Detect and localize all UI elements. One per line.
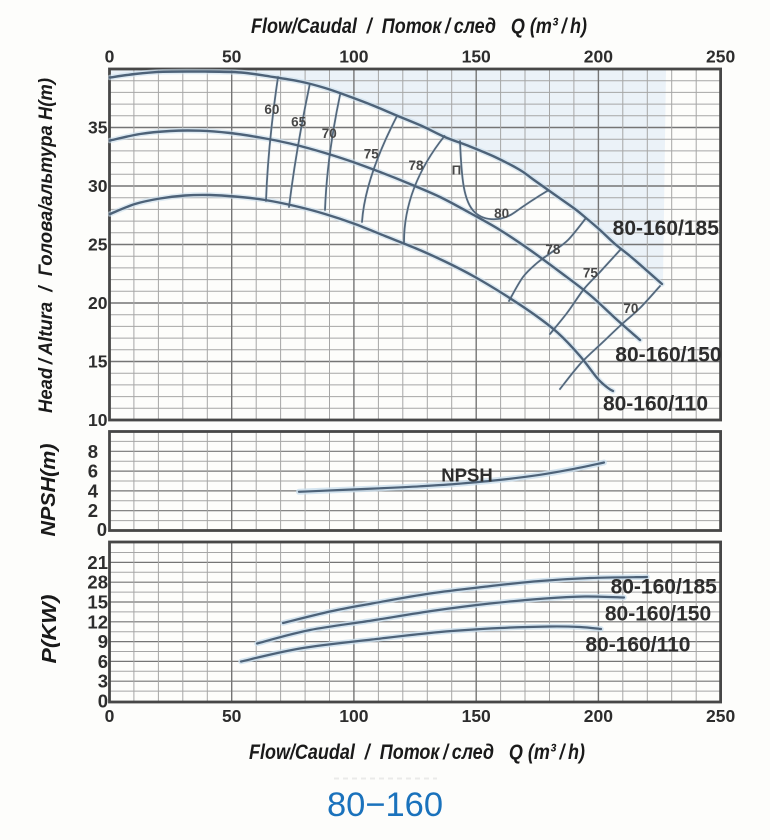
svg-text:0: 0: [97, 519, 107, 540]
svg-text:P(KW): P(KW): [39, 594, 61, 663]
svg-text:75: 75: [364, 147, 380, 162]
svg-text:100: 100: [339, 47, 368, 67]
svg-text:50: 50: [222, 47, 242, 67]
svg-text:70: 70: [322, 126, 337, 141]
svg-text:6: 6: [88, 461, 98, 482]
svg-text:200: 200: [584, 706, 613, 726]
svg-text:0: 0: [105, 47, 115, 67]
svg-text:25: 25: [88, 235, 108, 255]
svg-text:2: 2: [88, 500, 98, 521]
svg-text:28: 28: [87, 572, 108, 593]
svg-text:10: 10: [88, 410, 108, 430]
svg-text:8: 8: [88, 441, 98, 462]
svg-text:100: 100: [339, 706, 368, 726]
svg-text:80−160: 80−160: [327, 786, 443, 824]
svg-text:50: 50: [222, 706, 242, 726]
svg-text:Head / Altura / Голова/альту: Head / Altura / Голова/альтура H(m): [35, 78, 57, 413]
svg-text:4: 4: [88, 480, 99, 501]
svg-text:12: 12: [87, 611, 108, 632]
svg-text:NPSH(m): NPSH(m): [38, 443, 60, 536]
svg-text:30: 30: [88, 176, 108, 196]
svg-text:80-160/150: 80-160/150: [605, 603, 711, 626]
svg-text:NPSH: NPSH: [441, 465, 492, 486]
svg-text:150: 150: [462, 706, 491, 726]
svg-text:20: 20: [88, 293, 108, 313]
svg-text:6: 6: [98, 651, 108, 672]
svg-text:15: 15: [88, 352, 108, 372]
svg-text:80-160/185: 80-160/185: [611, 575, 718, 598]
svg-text:250: 250: [706, 47, 735, 67]
svg-text:Flow/Caudal / Поток / след: Flow/Caudal / Поток / след Q (m³ / h): [249, 740, 585, 764]
svg-text:21: 21: [87, 552, 108, 573]
svg-text:60: 60: [264, 102, 279, 117]
svg-text:70: 70: [623, 301, 638, 316]
svg-text:200: 200: [584, 47, 613, 67]
svg-text:0: 0: [105, 706, 115, 726]
svg-text:0: 0: [98, 691, 108, 712]
svg-text:80: 80: [494, 206, 509, 221]
svg-text:75: 75: [583, 266, 599, 281]
svg-text:65: 65: [291, 115, 307, 130]
svg-text:80-160/110: 80-160/110: [603, 393, 708, 416]
svg-text:80-160/185: 80-160/185: [613, 217, 720, 240]
svg-text:150: 150: [462, 47, 491, 67]
svg-text:3: 3: [98, 671, 108, 692]
svg-text:35: 35: [88, 118, 108, 138]
svg-text:80-160/150: 80-160/150: [615, 344, 721, 367]
svg-text:78: 78: [545, 242, 561, 257]
svg-text:78: 78: [408, 158, 424, 173]
svg-text:Π: Π: [452, 163, 461, 178]
svg-text:80-160/110: 80-160/110: [585, 634, 690, 657]
svg-text:250: 250: [706, 706, 735, 726]
svg-text:15: 15: [87, 592, 108, 613]
svg-text:9: 9: [98, 631, 108, 652]
svg-text:Flow/Caudal / Поток / след: Flow/Caudal / Поток / след Q (m³ / h): [251, 14, 587, 38]
